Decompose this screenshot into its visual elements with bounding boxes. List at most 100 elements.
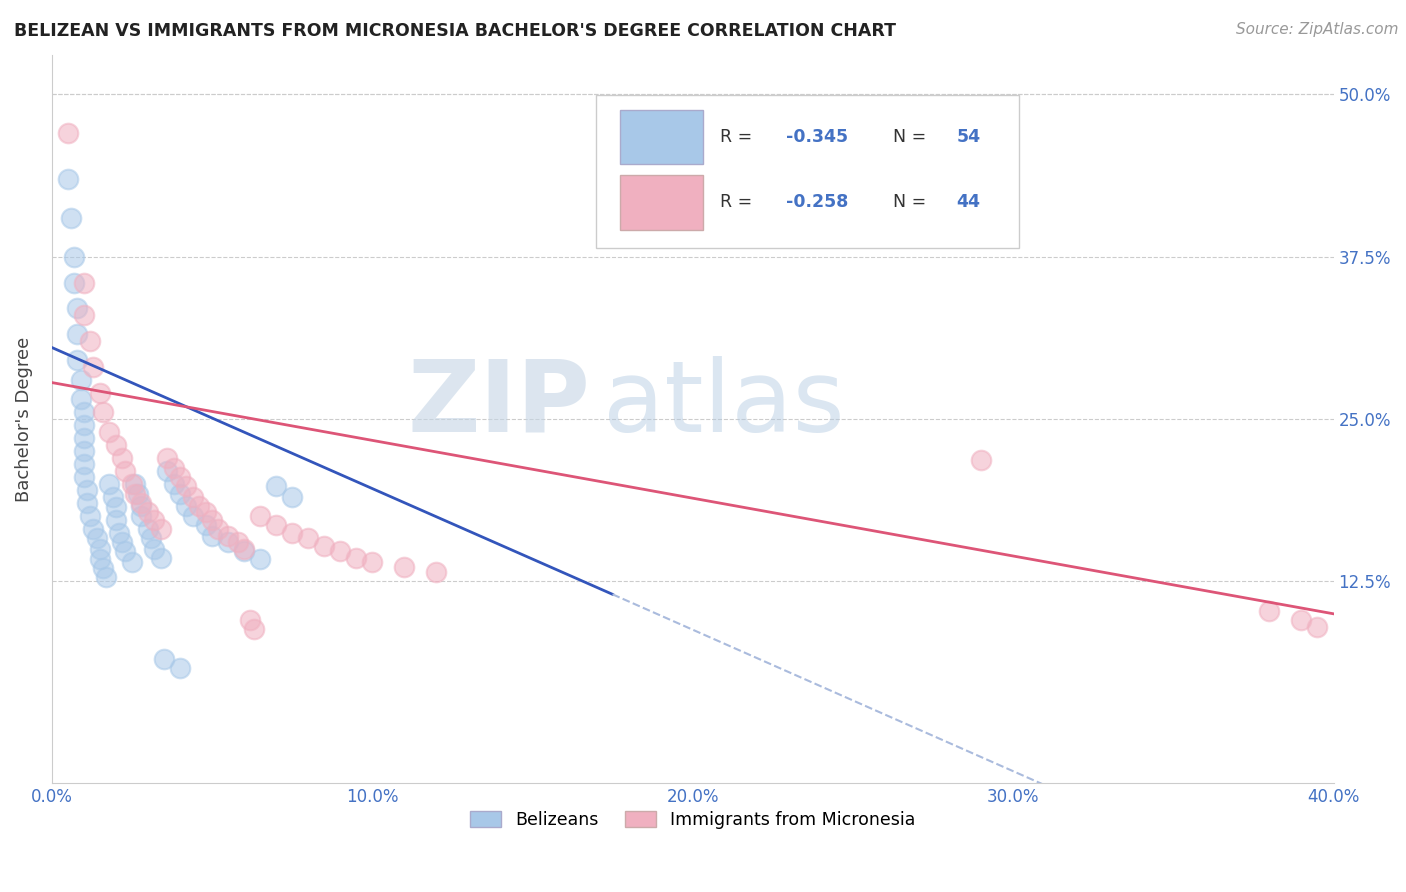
Text: 54: 54: [956, 128, 981, 146]
Point: [73, 470, 96, 484]
Point: [131, 499, 153, 513]
Point: [153, 652, 176, 666]
Point: [121, 476, 143, 491]
Point: [162, 476, 184, 491]
Point: [91, 561, 114, 575]
Point: [66, 301, 89, 316]
Point: [82, 522, 104, 536]
Point: [114, 544, 136, 558]
Point: [73, 405, 96, 419]
Point: [314, 539, 336, 553]
Point: [76, 496, 98, 510]
Point: [394, 560, 416, 574]
Point: [136, 506, 159, 520]
Point: [98, 476, 121, 491]
Point: [143, 541, 166, 556]
Point: [233, 541, 256, 556]
Point: [63, 250, 86, 264]
Point: [329, 544, 352, 558]
Point: [156, 450, 179, 465]
Point: [104, 438, 127, 452]
Point: [131, 496, 153, 510]
FancyBboxPatch shape: [620, 110, 703, 164]
Point: [79, 509, 101, 524]
Point: [59, 211, 82, 225]
Point: [425, 566, 447, 580]
Point: [194, 506, 217, 520]
Point: [1291, 613, 1313, 627]
Point: [249, 552, 271, 566]
FancyBboxPatch shape: [620, 175, 703, 230]
Point: [131, 509, 153, 524]
Point: [69, 392, 91, 407]
Point: [98, 425, 121, 439]
Point: [63, 276, 86, 290]
Point: [281, 526, 304, 541]
Point: [111, 535, 134, 549]
Point: [66, 353, 89, 368]
Text: N =: N =: [893, 128, 931, 146]
Text: N =: N =: [893, 194, 931, 211]
Point: [127, 487, 149, 501]
Point: [104, 513, 127, 527]
Text: R =: R =: [720, 194, 758, 211]
Y-axis label: Bachelor's Degree: Bachelor's Degree: [15, 336, 32, 501]
Point: [264, 518, 287, 533]
Point: [242, 623, 264, 637]
Point: [249, 509, 271, 524]
Point: [176, 479, 198, 493]
Point: [73, 276, 96, 290]
Text: atlas: atlas: [603, 356, 845, 453]
Point: [201, 529, 224, 543]
Point: [114, 464, 136, 478]
Point: [281, 490, 304, 504]
Point: [169, 487, 191, 501]
Point: [217, 535, 239, 549]
Point: [233, 544, 256, 558]
Text: 44: 44: [956, 194, 980, 211]
Text: BELIZEAN VS IMMIGRANTS FROM MICRONESIA BACHELOR'S DEGREE CORRELATION CHART: BELIZEAN VS IMMIGRANTS FROM MICRONESIA B…: [14, 22, 896, 40]
Point: [143, 513, 166, 527]
Point: [162, 461, 184, 475]
Point: [69, 373, 91, 387]
Point: [111, 450, 134, 465]
Text: R =: R =: [720, 128, 758, 146]
Legend: Belizeans, Immigrants from Micronesia: Belizeans, Immigrants from Micronesia: [463, 804, 922, 836]
Point: [86, 532, 108, 546]
Point: [124, 487, 146, 501]
Point: [169, 661, 191, 675]
Point: [136, 522, 159, 536]
Point: [56, 126, 79, 140]
Point: [139, 532, 162, 546]
Point: [239, 613, 262, 627]
Point: [297, 532, 319, 546]
Point: [264, 479, 287, 493]
Point: [149, 550, 172, 565]
Point: [1306, 620, 1329, 634]
Point: [96, 570, 118, 584]
Point: [217, 529, 239, 543]
Text: -0.258: -0.258: [786, 194, 849, 211]
Point: [104, 500, 127, 515]
Point: [73, 444, 96, 458]
Point: [124, 476, 146, 491]
Point: [89, 386, 111, 401]
Point: [101, 490, 124, 504]
Point: [181, 509, 204, 524]
Text: ZIP: ZIP: [408, 356, 591, 453]
Point: [226, 535, 249, 549]
Point: [73, 308, 96, 322]
Point: [156, 464, 179, 478]
Point: [91, 405, 114, 419]
Point: [79, 334, 101, 348]
Point: [149, 522, 172, 536]
Point: [82, 359, 104, 374]
Point: [89, 552, 111, 566]
Point: [181, 490, 204, 504]
Point: [73, 458, 96, 472]
Point: [194, 518, 217, 533]
Point: [56, 171, 79, 186]
Point: [176, 499, 198, 513]
Point: [970, 453, 993, 467]
Point: [76, 483, 98, 498]
